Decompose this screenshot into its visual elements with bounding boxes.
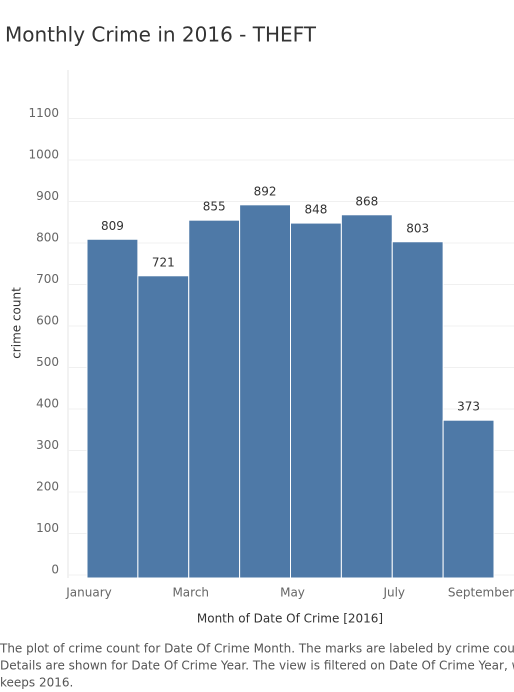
data-label: 855 [203,200,226,214]
bar [188,219,241,579]
y-tick-label: 100 [36,521,59,535]
y-tick-label: 0 [51,563,59,577]
bar [442,419,495,579]
data-label: 892 [254,184,277,198]
data-label: 373 [457,400,480,414]
data-label: 809 [101,219,124,233]
y-tick-label: 700 [36,272,59,286]
y-tick-label: 600 [36,314,59,328]
bar [290,222,342,579]
y-tick-label: 1000 [28,148,59,162]
bar [86,238,139,579]
chart-title: Monthly Crime in 2016 - THEFT [5,23,317,47]
x-tick-label: September [448,586,514,600]
data-label: 868 [355,194,378,208]
y-tick-label: 900 [36,189,59,203]
x-tick-label: March [172,586,209,600]
x-axis-title: Month of Date Of Crime [2016] [197,612,383,626]
bar [137,275,190,579]
x-tick-label: January [65,586,112,600]
y-tick-label: 200 [36,480,59,494]
caption: The plot of crime count for Date Of Crim… [0,642,514,656]
y-tick-label: 800 [36,231,59,245]
bar [340,214,393,579]
y-axis-title: crime count [10,287,24,359]
y-tick-label: 400 [36,397,59,411]
y-tick-label: 1100 [28,106,59,120]
data-label: 848 [304,203,327,217]
y-tick-label: 500 [36,355,59,369]
x-tick-label: July [382,586,405,600]
caption: Details are shown for Date Of Crime Year… [0,659,514,673]
caption: keeps 2016. [0,676,73,690]
data-label: 803 [406,221,429,235]
x-tick-label: May [280,586,305,600]
bar [391,241,444,579]
y-tick-label: 300 [36,438,59,452]
bar [239,204,291,579]
data-label: 721 [152,255,175,269]
